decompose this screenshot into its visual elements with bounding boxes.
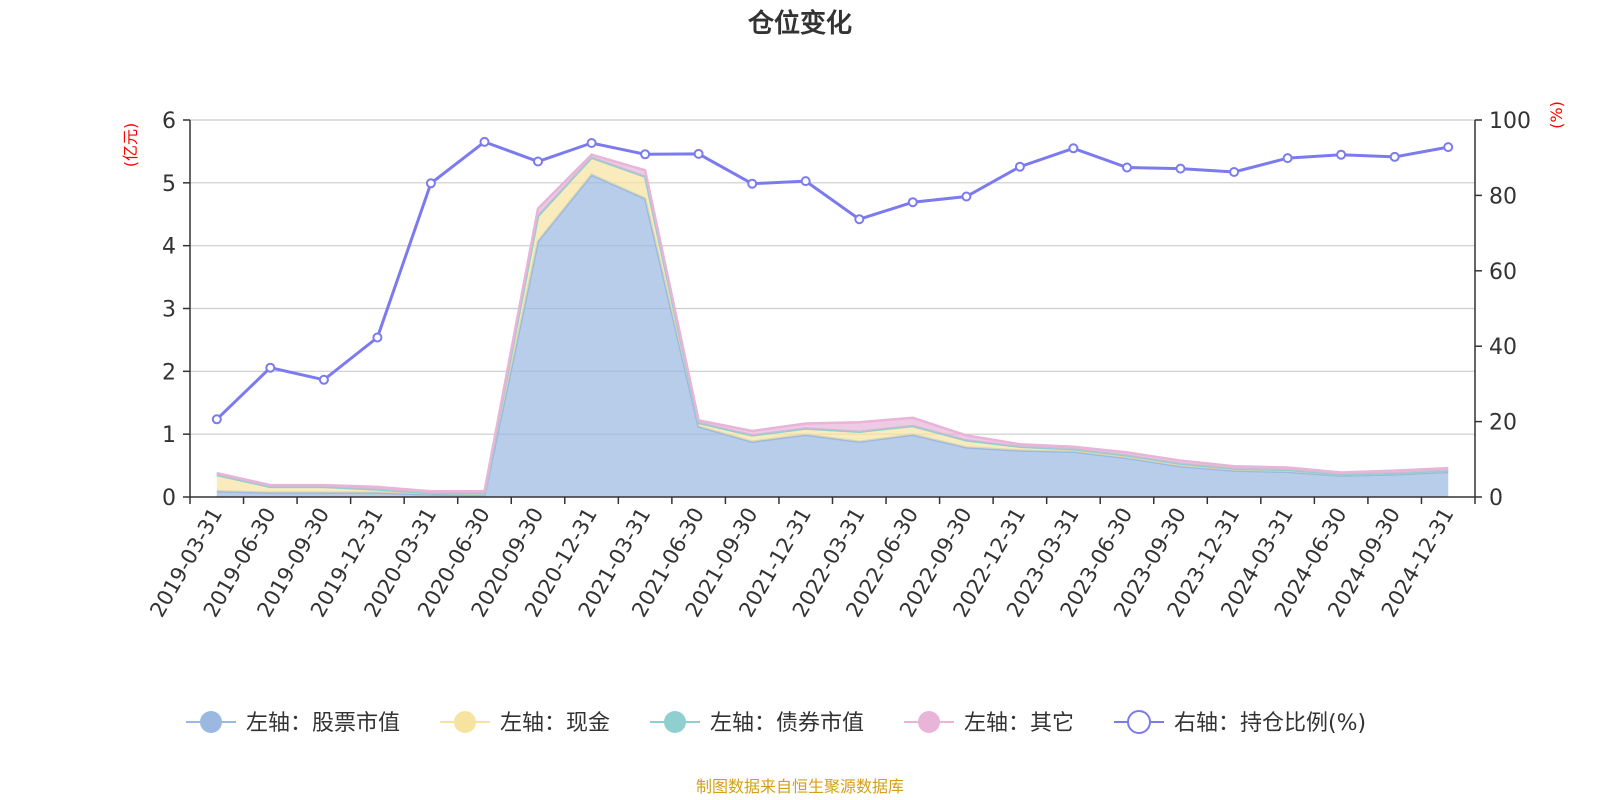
left-axis-tick-label: 2 [162,360,176,385]
line-point [747,178,758,189]
left-axis-tick-label: 6 [162,109,176,134]
line-point [800,176,811,187]
right-axis-tick-label: 40 [1489,335,1517,360]
line-point [1389,151,1400,162]
chart-title: 仓位变化 [747,8,852,39]
line-point [533,156,543,167]
line-point [318,374,329,385]
right-axis-tick-label: 20 [1489,411,1517,436]
left-axis-unit: (亿元) [121,123,140,168]
legend-item: 左轴：股票市值 [186,711,400,736]
legend-label: 左轴：债券市值 [710,711,864,736]
line-point [479,136,490,147]
line-point [211,414,222,425]
right-axis-tick-label: 0 [1489,486,1503,511]
legend-label: 左轴：股票市值 [246,711,400,736]
line-point [372,332,383,343]
legend-marker [918,711,940,733]
line-point [1282,153,1293,164]
line-point [640,149,651,160]
legend-marker [1127,710,1151,734]
line-point [425,178,436,189]
stacked-areas [216,153,1449,497]
right-axis-unit: (%) [1547,101,1566,129]
line-path [215,140,1449,421]
right-axis-tick-label: 100 [1489,109,1531,134]
left-axis-tick-label: 5 [162,172,176,197]
legend-item: 左轴：现金 [440,711,610,736]
line-point [907,197,918,208]
line-point [1014,161,1025,172]
axes: 01234560204060801002019-03-312019-06-302… [145,109,1531,621]
grid-lines [190,119,1475,435]
legend-label: 左轴：其它 [964,711,1074,736]
left-axis-tick-label: 1 [162,423,176,448]
legend-item: 右轴：持仓比例(%) [1114,710,1366,736]
line-point [265,362,276,373]
legend-marker [200,711,222,733]
legend-item: 左轴：债券市值 [650,711,864,736]
line-point [1122,162,1132,173]
line-point [1443,142,1454,153]
line-point [693,148,704,159]
line-point [1175,163,1186,174]
left-axis-tick-label: 0 [162,486,176,511]
area-左轴：股票市值 [216,174,1449,497]
right-axis-tick-label: 60 [1489,260,1517,285]
legend-marker [664,711,686,733]
left-axis-tick-label: 4 [162,235,176,260]
line-point [1336,149,1347,160]
legend-label: 右轴：持仓比例(%) [1174,711,1366,736]
holding-ratio-line [211,136,1454,425]
line-point [1068,143,1079,154]
area-edge-左轴：其它 [216,153,1449,493]
legend-marker [454,711,476,733]
line-point [854,214,865,225]
line-point [961,191,972,202]
left-axis-tick-label: 3 [162,298,176,323]
legend-item: 左轴：其它 [904,711,1074,736]
right-axis-tick-label: 80 [1489,184,1517,209]
data-source-note: 制图数据来自恒生聚源数据库 [696,777,904,796]
line-point [1229,167,1240,177]
area-左轴：其它 [216,154,1449,494]
legend: 左轴：股票市值 左轴：现金 左轴：债券市值 左轴：其它 右轴：持仓比例(%) [186,710,1366,736]
line-point [586,138,597,148]
legend-label: 左轴：现金 [500,711,610,736]
